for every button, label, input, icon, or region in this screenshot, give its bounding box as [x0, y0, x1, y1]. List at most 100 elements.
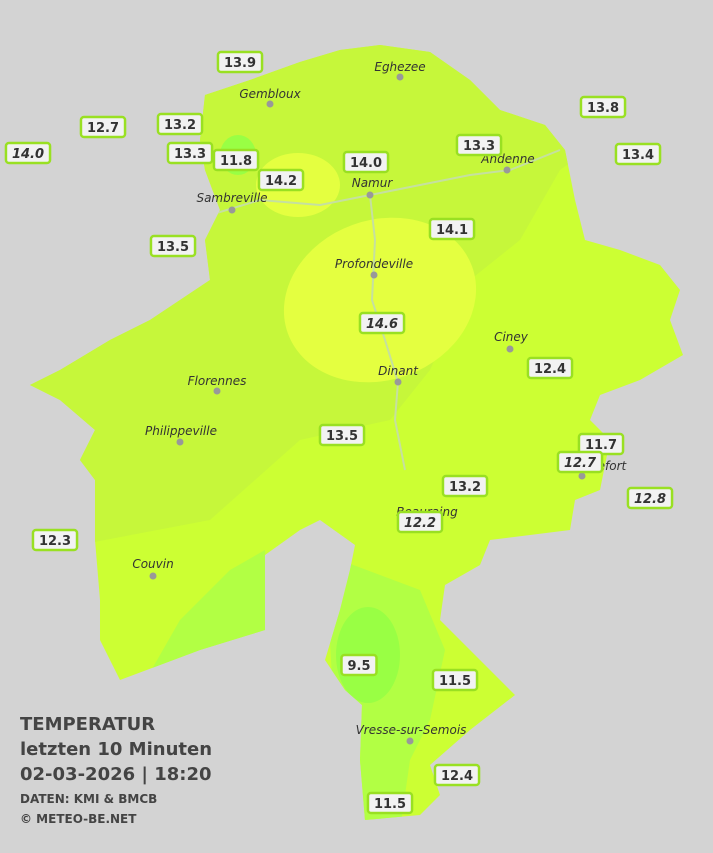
- station-box: [216, 50, 264, 74]
- station-box: [433, 763, 481, 787]
- station-box: [526, 356, 574, 380]
- city-label: Ciney: [494, 330, 529, 344]
- station-box: [257, 168, 305, 192]
- city-label: Vresse-sur-Semois: [356, 723, 467, 737]
- station-value: 12.2: [404, 516, 436, 531]
- river: [369, 194, 406, 471]
- city-dot: [506, 345, 514, 353]
- station: 13.4: [614, 142, 662, 166]
- title-line: TEMPERATUR: [20, 714, 155, 735]
- city-dot: [370, 271, 378, 279]
- station-value: 14.0: [12, 147, 44, 162]
- city-dot: [213, 387, 221, 395]
- city-label: Eghezee: [374, 60, 425, 74]
- station-value: 13.2: [164, 118, 196, 133]
- station: 13.5: [149, 234, 197, 258]
- title-line: letzten 10 Minuten: [20, 739, 212, 760]
- city-label: Florennes: [188, 374, 247, 388]
- station: 14.0: [4, 141, 52, 165]
- zone-cool: [140, 550, 270, 690]
- station-value: 12.8: [634, 492, 666, 507]
- station-box: [396, 510, 444, 534]
- station-value: 14.2: [265, 174, 297, 189]
- station-value: 13.5: [157, 240, 189, 255]
- station: 14.6: [358, 311, 406, 335]
- station-box: [441, 474, 489, 498]
- station-box: [342, 150, 390, 174]
- station: 14.0: [342, 150, 390, 174]
- station: 14.2: [257, 168, 305, 192]
- station-value: 12.4: [441, 769, 473, 784]
- city-label: Philippeville: [145, 424, 217, 438]
- city-dot: [503, 166, 511, 174]
- city-label: Profondeville: [335, 257, 413, 271]
- station: 13.9: [216, 50, 264, 74]
- station-value: 11.5: [439, 674, 471, 689]
- station-box: [31, 528, 79, 552]
- station-value: 13.5: [326, 429, 358, 444]
- station-value: 12.7: [564, 456, 597, 471]
- station-box: [428, 217, 476, 241]
- zone-warm: [283, 217, 477, 383]
- station-box: [626, 486, 674, 510]
- station-box: [358, 311, 406, 335]
- station-value: 13.9: [224, 56, 256, 71]
- station-box: [431, 668, 479, 692]
- station: 12.4: [526, 356, 574, 380]
- station-box: [166, 141, 214, 165]
- city-dot: [266, 100, 274, 108]
- station: 13.5: [318, 423, 366, 447]
- station-box: [340, 653, 378, 677]
- station: 13.3: [166, 141, 214, 165]
- city-dot: [149, 572, 157, 580]
- station-box: [4, 141, 52, 165]
- station: 12.4: [433, 763, 481, 787]
- station-box: [455, 133, 503, 157]
- station-box: [212, 148, 260, 172]
- station: 13.2: [156, 112, 204, 136]
- station: 12.7: [79, 115, 127, 139]
- stations: 13.9 12.7 14.0 13.2 13.3 11.8 14.2 14.0 13.3 13.8…: [4, 50, 674, 815]
- city-label: Couvin: [132, 557, 173, 571]
- station-value: 12.7: [87, 121, 119, 136]
- source: DATEN: KMI & BMCB: [20, 792, 157, 806]
- station-value: 9.5: [347, 659, 370, 674]
- station-box: [366, 791, 414, 815]
- station-box: [556, 450, 604, 474]
- station-value: 12.4: [534, 362, 566, 377]
- credit: © METEO-BE.NET: [20, 812, 137, 826]
- station-value: 14.0: [350, 156, 382, 171]
- title-line: 02-03-2026 | 18:20: [20, 764, 212, 785]
- city-label: Namur: [352, 176, 394, 190]
- station-value: 14.6: [366, 317, 398, 332]
- city-dot: [176, 438, 184, 446]
- station-box: [156, 112, 204, 136]
- city-dot: [406, 737, 414, 745]
- station-value: 13.8: [587, 101, 619, 116]
- river: [209, 149, 561, 216]
- city-dot: [578, 472, 586, 480]
- station-box: [79, 115, 127, 139]
- city-dot: [366, 191, 374, 199]
- station: 9.5: [340, 653, 378, 677]
- city-dot: [396, 73, 404, 81]
- station-value: 13.2: [449, 480, 481, 495]
- station: 13.2: [441, 474, 489, 498]
- city-label: Gembloux: [239, 87, 301, 101]
- station-value: 12.3: [39, 534, 71, 549]
- station-box: [579, 95, 627, 119]
- city-dot: [394, 378, 402, 386]
- station: 12.8: [626, 486, 674, 510]
- station: 14.1: [428, 217, 476, 241]
- station-value: 13.4: [622, 148, 654, 163]
- city-label: Dinant: [378, 364, 419, 378]
- station-value: 11.5: [374, 797, 406, 812]
- station-value: 14.1: [436, 223, 468, 238]
- station: 13.8: [579, 95, 627, 119]
- station: 12.2: [396, 510, 444, 534]
- station-box: [318, 423, 366, 447]
- station: 12.7: [556, 450, 604, 474]
- station-box: [149, 234, 197, 258]
- legend-title: TEMPERATUR letzten 10 Minuten 02-03-2026 |…: [20, 714, 212, 826]
- station: 12.3: [31, 528, 79, 552]
